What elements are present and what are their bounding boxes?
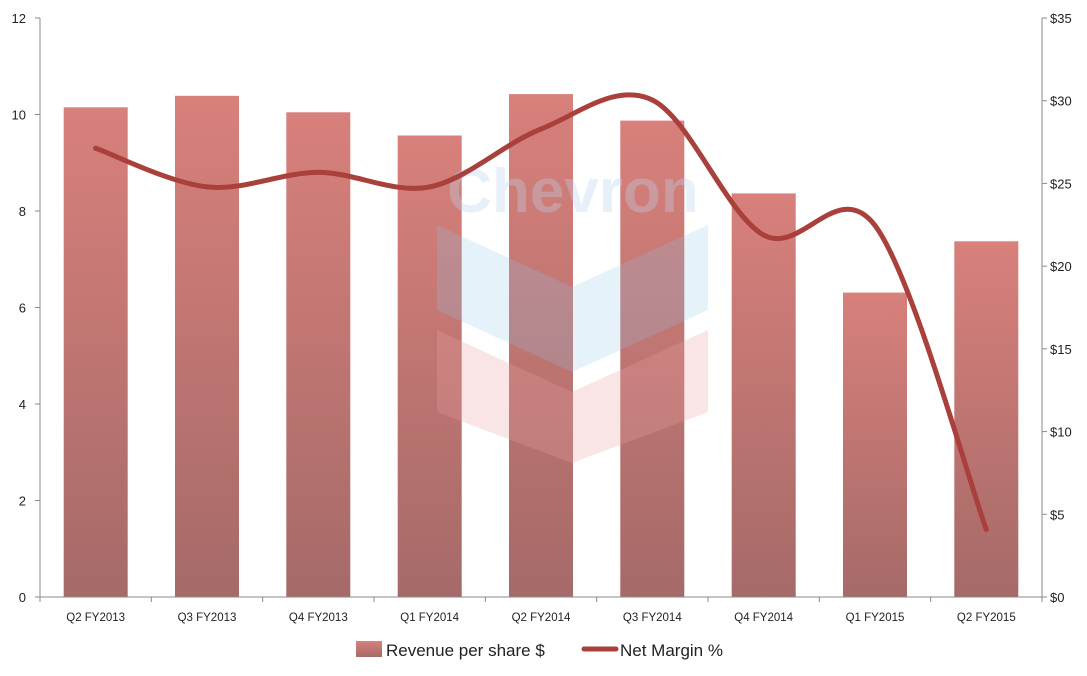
x-tick-label: Q1 FY2015 <box>846 612 905 624</box>
bar-2 <box>175 95 239 598</box>
legend: Revenue per share $ Net Margin % <box>356 641 723 660</box>
bar-8 <box>843 292 907 597</box>
net-margin-point-1 <box>93 145 99 151</box>
x-tick-label: Q1 FY2014 <box>400 612 459 624</box>
x-tick-label: Q2 FY2014 <box>512 612 571 624</box>
net-margin-point-9 <box>983 527 989 532</box>
bar-5 <box>509 94 573 597</box>
legend-label-net-margin: Net Margin % <box>620 641 723 660</box>
y-right-tick-label: $10 <box>1050 425 1072 440</box>
legend-swatch-revenue <box>356 641 382 657</box>
x-tick-label: Q4 FY2013 <box>289 612 348 624</box>
x-tick-label: Q2 FY2015 <box>957 612 1016 624</box>
net-margin-point-3 <box>315 169 321 175</box>
y-right-tick-label: $35 <box>1050 11 1072 26</box>
net-margin-point-5 <box>538 126 544 132</box>
y-left-tick-label: 2 <box>19 494 26 509</box>
y-left-tick-label: 12 <box>12 11 26 26</box>
y-left-tick-label: 10 <box>12 108 26 123</box>
x-tick-label: Q4 FY2014 <box>734 612 793 624</box>
y-right-tick-label: $0 <box>1050 590 1064 605</box>
net-margin-point-8 <box>872 223 878 228</box>
bar-9 <box>954 241 1019 598</box>
y-right-tick-label: $20 <box>1050 259 1072 274</box>
bar-1 <box>63 107 128 598</box>
chevron-logo-watermark: Chevron <box>437 157 708 463</box>
y-left-tick-label: 4 <box>19 397 26 412</box>
net-margin-point-7 <box>761 232 767 238</box>
bar-series-revenue <box>63 94 1019 598</box>
net-margin-point-6 <box>649 97 655 103</box>
y-right-tick-label: $5 <box>1050 507 1064 522</box>
bar-6 <box>620 120 685 597</box>
y-left-tick-label: 8 <box>19 204 26 219</box>
chevron-logo-upper <box>437 225 708 372</box>
bar-3 <box>286 112 351 598</box>
net-margin-point-4 <box>427 184 433 190</box>
x-tick-label: Q3 FY2014 <box>623 612 682 624</box>
bar-4 <box>397 135 462 597</box>
line-series-net-margin <box>93 92 989 532</box>
y-left-tick-label: 0 <box>19 590 26 605</box>
chevron-logo-lower <box>437 330 708 463</box>
y-right-tick-label: $30 <box>1050 94 1072 109</box>
legend-label-revenue: Revenue per share $ <box>386 641 545 660</box>
y-right-tick-label: $25 <box>1050 176 1072 191</box>
y-right-tick-label: $15 <box>1050 342 1072 357</box>
bar-7 <box>731 193 796 597</box>
chevron-logo-text: Chevron <box>447 157 698 226</box>
axes: 0 2 4 6 8 10 12 $0 $5 $10 $15 $20 $25 $30 $35 Q2 FY2013… <box>12 11 1072 624</box>
x-tick-label: Q2 FY2013 <box>66 612 125 624</box>
y-left-tick-label: 6 <box>19 301 26 316</box>
net-margin-point-2 <box>204 184 210 190</box>
x-tick-label: Q3 FY2013 <box>178 612 237 624</box>
